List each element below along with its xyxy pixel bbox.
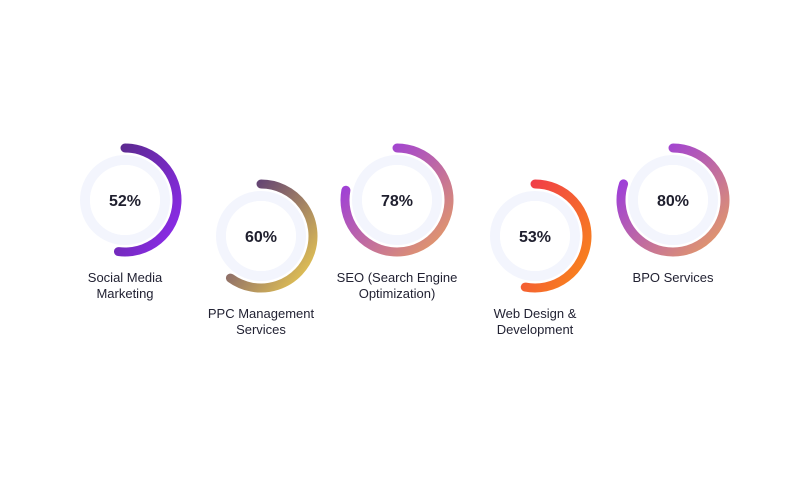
gauge-label-line: BPO Services (632, 270, 714, 285)
gauge-label-line: SEO (Search Engine (336, 270, 458, 285)
gauge-svg: 78% (340, 143, 454, 257)
gauge-center (362, 165, 432, 235)
gauge-label-line: Web Design & (493, 306, 577, 321)
gauge-web-design-development: 53% Web Design & Development (465, 176, 605, 338)
gauge-social-media-marketing: 52% Social Media Marketing (55, 140, 195, 302)
gauge-value-arc (340, 143, 454, 257)
gauge-percent-label: 80% (657, 193, 689, 210)
gauge-percent-label: 53% (519, 229, 551, 246)
gauge-label-line: Marketing (96, 286, 154, 301)
gauge-center (226, 201, 296, 271)
gauge-label: Web Design & Development (465, 306, 605, 338)
gauge-label: Social Media Marketing (55, 270, 195, 302)
gauge-track (490, 191, 580, 281)
gauge-center (500, 201, 570, 271)
gauge-track (216, 191, 306, 281)
gauge-track (352, 155, 442, 245)
gauge-label: PPC Management Services (191, 306, 331, 338)
gauge-svg: 80% (616, 143, 730, 257)
gauge-value-arc (113, 143, 182, 257)
gauge-svg: 53% (490, 179, 592, 293)
gauge-track (628, 155, 718, 245)
gauge-label: BPO Services (603, 270, 743, 286)
gauge-label-line: PPC Management (207, 306, 315, 321)
gauge-svg: 60% (216, 179, 318, 293)
gauge-center (90, 165, 160, 235)
gauge-ppc-management-services: 60% PPC Management Services (191, 176, 331, 338)
gauge-percent-label: 52% (109, 193, 141, 210)
gauge-track (80, 155, 170, 245)
gauge-label-line: Social Media (87, 270, 163, 285)
gauge-svg: 52% (80, 143, 182, 257)
gauge-label: SEO (Search Engine Optimization) (327, 270, 467, 302)
gauge-value-arc (225, 179, 318, 293)
gauge-seo: 78% SEO (Search Engine Optimization) (327, 140, 467, 302)
gauge-percent-label: 60% (245, 229, 277, 246)
gauge-bpo-services: 80% BPO Services (603, 140, 743, 286)
gauge-label-line: Development (496, 322, 574, 337)
gauge-value-arc (616, 143, 730, 257)
gauge-label-line: Services (236, 322, 286, 337)
gauge-center (638, 165, 708, 235)
gauge-label-line: Optimization) (358, 286, 436, 301)
gauge-percent-label: 78% (381, 193, 413, 210)
gauge-value-arc (520, 179, 592, 293)
